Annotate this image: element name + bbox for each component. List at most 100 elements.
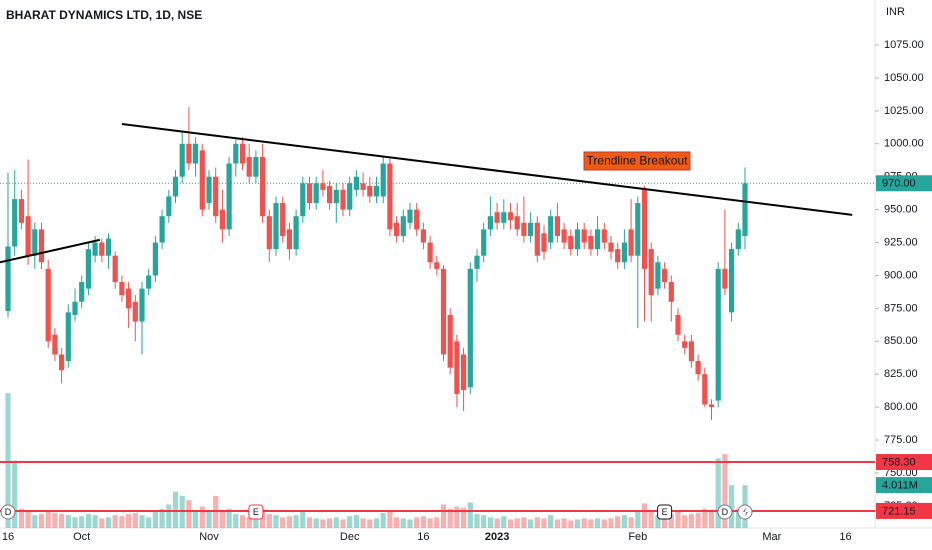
x-tick-label: 16 bbox=[2, 531, 14, 543]
volume-bar bbox=[293, 515, 299, 528]
candle-body bbox=[628, 229, 634, 256]
candle-body bbox=[12, 199, 18, 247]
volume-bar bbox=[394, 517, 400, 528]
volume-bar bbox=[474, 514, 480, 528]
y-tick-label: 950.00 bbox=[884, 204, 918, 216]
candle-body bbox=[5, 246, 11, 312]
x-tick-label: Nov bbox=[199, 531, 219, 543]
candle-body bbox=[179, 143, 185, 177]
level-label-box bbox=[876, 454, 932, 471]
candle-body bbox=[662, 268, 668, 283]
candle-body bbox=[320, 183, 326, 190]
volume-bar bbox=[92, 515, 98, 528]
candle-body bbox=[373, 185, 380, 197]
currency: INR bbox=[886, 6, 905, 18]
volume-bar bbox=[675, 511, 681, 528]
volume-bar bbox=[213, 495, 219, 528]
candle-body bbox=[152, 242, 158, 276]
volume-bar bbox=[126, 514, 132, 528]
volume-bar bbox=[85, 514, 91, 528]
candle-body bbox=[239, 143, 246, 164]
volume-bar bbox=[641, 503, 648, 528]
candle-body bbox=[387, 163, 393, 230]
candle-body bbox=[92, 242, 98, 256]
candle-body bbox=[313, 183, 319, 204]
volume-bar bbox=[615, 516, 621, 528]
candle-body bbox=[688, 341, 694, 362]
volume-bar bbox=[521, 517, 527, 528]
event-label: D bbox=[722, 507, 729, 517]
candle-body bbox=[360, 183, 366, 190]
candle-body bbox=[648, 249, 654, 296]
candle-body bbox=[112, 255, 118, 283]
volume-bar bbox=[434, 517, 440, 528]
chart-title: BHARAT DYNAMICS LTD, 1D, NSE bbox=[6, 8, 202, 22]
candle-body bbox=[226, 163, 232, 230]
y-tick-label: 875.00 bbox=[884, 302, 918, 314]
candle-body bbox=[427, 242, 433, 263]
volume-bar bbox=[440, 504, 447, 528]
candle-body bbox=[72, 301, 78, 315]
volume-bar bbox=[554, 519, 560, 528]
volume-bar bbox=[407, 519, 413, 528]
last-price-label-box bbox=[876, 175, 932, 192]
volume-bar bbox=[729, 485, 735, 528]
volume-bar bbox=[306, 517, 313, 528]
volume-bar bbox=[333, 517, 339, 528]
candle-body bbox=[105, 238, 112, 256]
volume-bar bbox=[695, 513, 701, 528]
candle-body bbox=[601, 229, 607, 243]
volume-bar bbox=[166, 504, 172, 528]
candle-body bbox=[668, 282, 674, 302]
volume-bar bbox=[481, 515, 487, 528]
candle-body bbox=[487, 216, 493, 230]
candle-body bbox=[682, 341, 688, 348]
x-tick-label: Oct bbox=[73, 531, 90, 543]
volume-bar bbox=[708, 510, 715, 528]
volume-bar bbox=[313, 518, 319, 528]
candle-body bbox=[306, 183, 313, 204]
volume-bar bbox=[79, 516, 85, 528]
candle-body bbox=[548, 216, 554, 243]
candle-body bbox=[367, 185, 373, 197]
y-tick-label: 1050.00 bbox=[884, 72, 924, 84]
volume-bar bbox=[621, 515, 627, 528]
candle-body bbox=[407, 209, 413, 223]
volume-bar bbox=[52, 513, 58, 528]
volume-bar bbox=[327, 518, 333, 528]
volume-bar bbox=[320, 519, 326, 528]
volume-bar bbox=[367, 519, 373, 528]
candle-body bbox=[454, 341, 460, 394]
level-label-box bbox=[876, 502, 932, 519]
annotation-box bbox=[583, 151, 691, 171]
volume-bar bbox=[648, 510, 654, 528]
volume-bar bbox=[172, 491, 179, 528]
candle-body bbox=[581, 229, 587, 243]
candle-body bbox=[65, 312, 71, 362]
candle-body bbox=[260, 156, 266, 217]
volume-bar bbox=[266, 514, 272, 528]
candle-body bbox=[52, 334, 58, 355]
candle-body bbox=[528, 222, 534, 236]
candle-body bbox=[146, 275, 152, 289]
candle-body bbox=[588, 235, 594, 250]
volume-bar bbox=[38, 514, 45, 528]
candle-body bbox=[85, 249, 91, 289]
volume-bar bbox=[179, 495, 185, 528]
candle-body bbox=[253, 156, 259, 177]
volume-bar bbox=[548, 515, 554, 528]
candle-body bbox=[280, 203, 286, 236]
volume-bar bbox=[588, 519, 594, 528]
candle-body bbox=[615, 249, 621, 263]
candle-body bbox=[541, 233, 547, 252]
candle-body bbox=[327, 185, 333, 204]
candle-body bbox=[420, 229, 426, 243]
volume-bar bbox=[628, 517, 634, 528]
volume-bar bbox=[12, 460, 18, 528]
volume-bar bbox=[360, 518, 366, 528]
candle-body bbox=[206, 176, 212, 204]
candle-body bbox=[79, 282, 85, 302]
candle-body bbox=[695, 361, 701, 375]
volume-bar bbox=[280, 517, 286, 528]
candle-body bbox=[641, 189, 648, 269]
